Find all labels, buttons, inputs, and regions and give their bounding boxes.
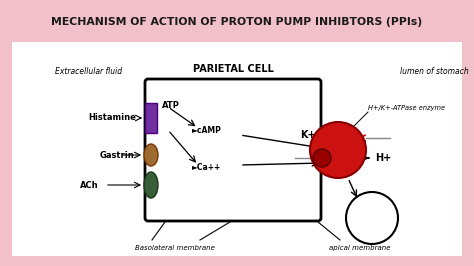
Text: Histamine: Histamine xyxy=(88,114,136,123)
Circle shape xyxy=(346,192,398,244)
Text: H+/K+-ATPase enzyme: H+/K+-ATPase enzyme xyxy=(368,105,445,111)
Text: MECHANISM OF ACTION OF PROTON PUMP INHIBTORS (PPIs): MECHANISM OF ACTION OF PROTON PUMP INHIB… xyxy=(52,17,422,27)
Circle shape xyxy=(313,149,331,167)
Text: K+: K+ xyxy=(300,130,316,140)
Text: ATP: ATP xyxy=(162,101,180,110)
Text: Gastrin: Gastrin xyxy=(100,151,135,160)
Text: ►cAMP: ►cAMP xyxy=(192,126,222,135)
Bar xyxy=(12,42,462,256)
Text: Extracellular fluid: Extracellular fluid xyxy=(55,68,122,77)
Text: lumen of stomach: lumen of stomach xyxy=(400,68,469,77)
Ellipse shape xyxy=(144,172,158,198)
FancyBboxPatch shape xyxy=(145,79,321,221)
Text: PARIETAL CELL: PARIETAL CELL xyxy=(192,64,273,74)
Text: ►Ca++: ►Ca++ xyxy=(192,163,221,172)
Bar xyxy=(145,103,157,133)
Text: H+: H+ xyxy=(375,153,391,163)
Text: Basolateral membrane: Basolateral membrane xyxy=(135,245,215,251)
Text: PPIs: PPIs xyxy=(360,213,384,223)
Text: ACh: ACh xyxy=(80,181,99,189)
Circle shape xyxy=(310,122,366,178)
Ellipse shape xyxy=(144,144,158,166)
Text: apical membrane: apical membrane xyxy=(329,245,391,251)
